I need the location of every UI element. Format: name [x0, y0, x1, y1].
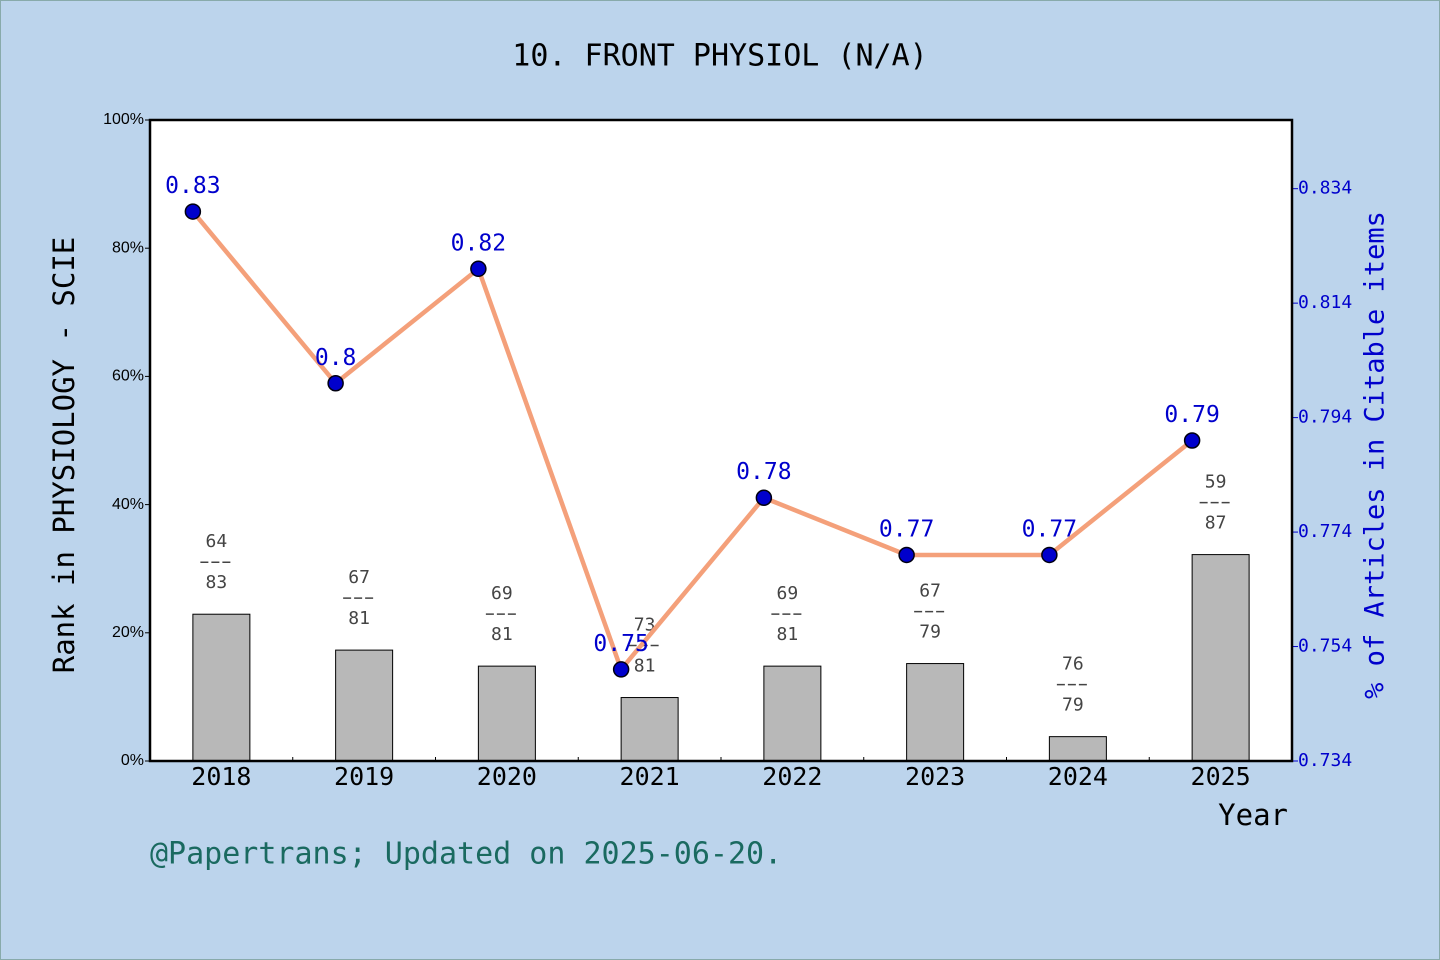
line-value-label: 0.78: [736, 459, 791, 485]
plot-frame: [148, 118, 1294, 763]
rank-label: 76: [1062, 654, 1084, 675]
line-marker: [612, 661, 630, 678]
line-marker: [1183, 432, 1201, 449]
bar: [763, 665, 822, 762]
y-tick-label: 100%: [103, 111, 144, 128]
footer: @Papertrans; Updated on 2025-06-20.: [150, 837, 782, 872]
line-marker: [755, 489, 773, 506]
total-label: 81: [634, 656, 656, 677]
rank-label: 64: [206, 531, 228, 552]
y2-tick-label: 0.754: [1298, 636, 1352, 657]
line-value-label: 0.83: [165, 173, 220, 199]
bar: [906, 663, 965, 762]
bar: [1048, 736, 1107, 762]
rank-label: 67: [919, 581, 941, 602]
total-label: 79: [1062, 695, 1084, 716]
x-tick-label: 2025: [1191, 762, 1251, 791]
y-tick-label: 80%: [112, 239, 144, 256]
total-label: 79: [919, 622, 941, 643]
y-tick-label: 0%: [121, 752, 144, 769]
line-value-label: 0.77: [879, 516, 934, 542]
y-tick-label: 40%: [112, 496, 144, 513]
x-tick-label: 2020: [477, 762, 537, 791]
rank-label: 67: [348, 567, 370, 588]
y2-tick-label: 0.734: [1298, 750, 1352, 771]
line-marker: [327, 375, 344, 392]
y-axis-label: Rank in PHYSIOLOGY - SCIE: [47, 237, 81, 674]
line-marker: [898, 546, 915, 564]
bar: [620, 697, 679, 762]
x-tick-label: 2021: [620, 762, 680, 791]
total-label: 87: [1205, 513, 1227, 534]
line-marker: [470, 260, 487, 278]
y-tick-label: 20%: [112, 624, 144, 641]
y2-tick-label: 0.794: [1298, 407, 1352, 428]
line-value-label: 0.75: [593, 631, 648, 657]
x-tick-label: 2019: [334, 762, 394, 791]
x-tick-label: 2024: [1048, 762, 1108, 791]
rank-label: 69: [491, 583, 513, 604]
total-label: 83: [206, 572, 228, 593]
x-tick-label: 2023: [905, 762, 965, 791]
x-axis-label: Year: [1218, 798, 1288, 832]
bar: [477, 665, 536, 762]
line-value-label: 0.8: [315, 345, 357, 371]
bar: [192, 613, 251, 762]
x-tick-label: 2018: [191, 762, 251, 791]
line-marker: [1041, 546, 1058, 564]
rank-label: 59: [1205, 472, 1227, 493]
line-value-label: 0.82: [451, 230, 506, 256]
line-value-label: 0.77: [1022, 516, 1077, 542]
rank-label: 69: [777, 583, 799, 604]
line-value-label: 0.79: [1164, 402, 1219, 428]
line: [191, 210, 1194, 674]
chart-title: 10. FRONT PHYSIOL (N/A): [512, 39, 927, 74]
y2-tick-label: 0.814: [1298, 292, 1352, 313]
rank-label: 73: [634, 615, 656, 636]
y2-axis-label: % of Articles in Citable items: [1360, 211, 1391, 699]
y2-tick-label: 0.834: [1298, 178, 1352, 199]
bar: [335, 649, 394, 762]
line-marker: [184, 203, 202, 220]
plot-area: [150, 120, 1292, 761]
x-tick-label: 2022: [762, 762, 822, 791]
bar: [1191, 554, 1250, 762]
y2-tick-label: 0.774: [1298, 521, 1352, 542]
total-label: 81: [348, 608, 370, 629]
total-label: 81: [491, 624, 513, 645]
total-label: 81: [777, 624, 799, 645]
y-tick-label: 60%: [112, 368, 144, 385]
